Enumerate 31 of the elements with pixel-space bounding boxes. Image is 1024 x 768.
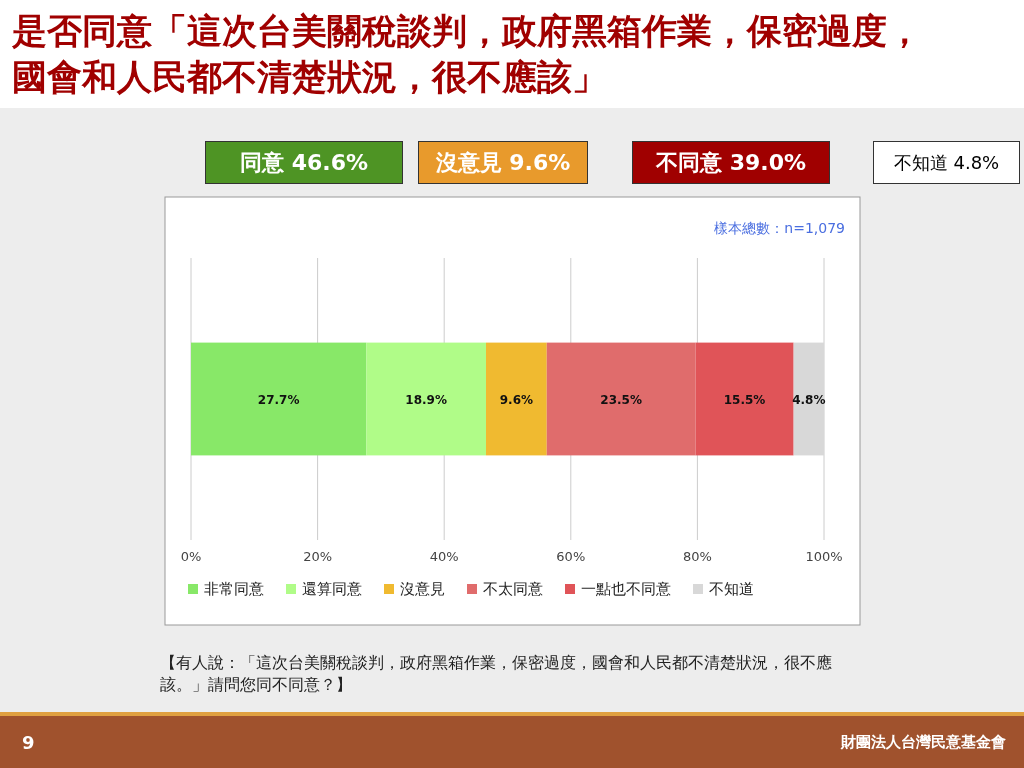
- legend-label: 不知道: [709, 580, 754, 598]
- text: 9: [22, 732, 35, 753]
- x-tick-label: 40%: [429, 549, 459, 564]
- legend-label: 非常同意: [204, 580, 264, 598]
- bar: [695, 342, 794, 456]
- x-tick-label: 20%: [303, 549, 333, 564]
- text: 財團法人台灣民意基金會: [841, 733, 1006, 752]
- text: 【有人說：「這次台美關稅談判，政府黑箱作業，保密過度，國會和人民都不清楚狀況，很不應該。」請問您同不同意？】: [160, 652, 833, 696]
- chart-title: 是否同意「這次台美關稅談判，政府黑箱作業，保密過度，國會和人民都不清楚狀況，很不應該」: [12, 10, 923, 99]
- text: 18.9%: [405, 393, 447, 407]
- legend-label: 不太同意: [483, 580, 543, 598]
- legend-label: 沒意見: [400, 580, 445, 598]
- x-tick-label: 100%: [805, 549, 843, 564]
- x-tick-label: 60%: [556, 549, 586, 564]
- bar: [366, 342, 486, 456]
- legend-label: 一點也不同意: [581, 580, 671, 598]
- text: 沒意見 9.6%: [418, 141, 588, 184]
- bar: [485, 342, 547, 456]
- x-tick-label: 80%: [682, 549, 712, 564]
- text: 23.5%: [600, 393, 642, 407]
- text: 不知道 4.8%: [873, 141, 1020, 184]
- legend-label: 還算同意: [302, 580, 362, 598]
- bar: [546, 342, 696, 456]
- text: 27.7%: [257, 393, 300, 407]
- bar: [191, 342, 367, 456]
- text: 15.5%: [723, 393, 766, 407]
- x-tick-label: 0%: [180, 549, 202, 564]
- text: 同意 46.6%: [205, 141, 403, 184]
- text: 不同意 39.0%: [632, 141, 830, 184]
- text: 9.6%: [499, 393, 533, 407]
- text: 樣本總數：n=1,079: [713, 220, 845, 238]
